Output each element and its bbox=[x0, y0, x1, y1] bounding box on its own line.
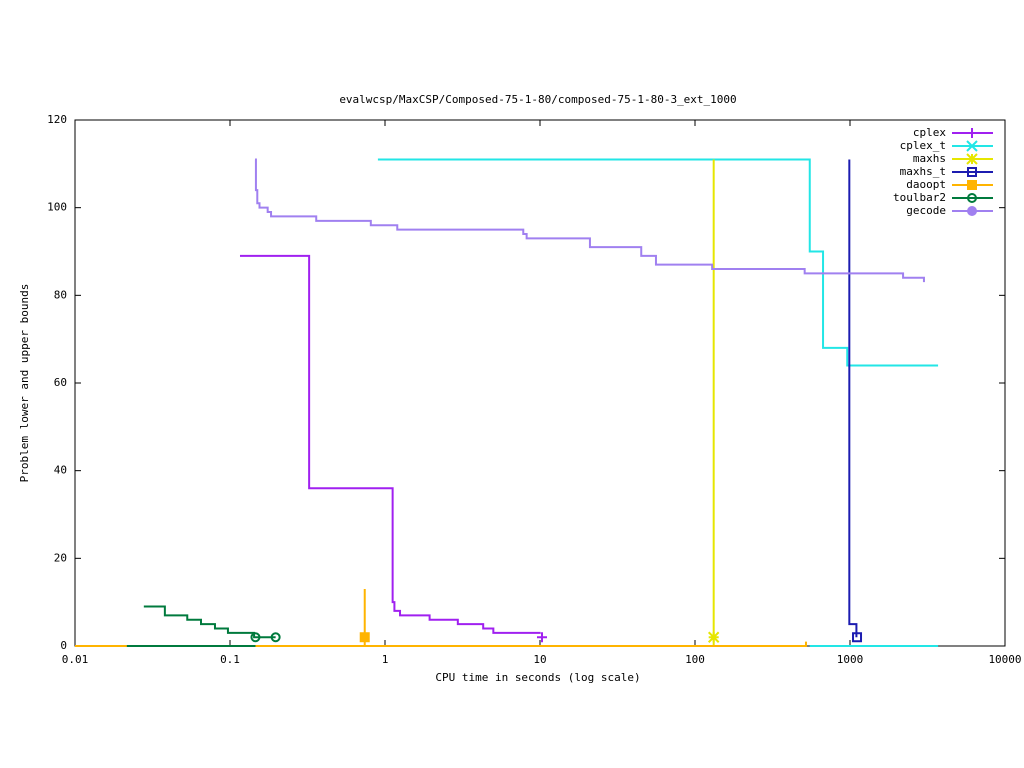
x-axis-label: CPU time in seconds (log scale) bbox=[435, 671, 640, 684]
legend-marker bbox=[967, 193, 977, 203]
plot-frame bbox=[74, 119, 1006, 647]
bound-line bbox=[75, 589, 807, 647]
chart-title: evalwcsp/MaxCSP/Composed-75-1-80/compose… bbox=[339, 93, 736, 106]
y-axis-label: Problem lower and upper bounds bbox=[18, 284, 31, 483]
legend-marker bbox=[967, 180, 977, 190]
bound-line bbox=[377, 158, 939, 367]
point-marker bbox=[852, 632, 863, 643]
legend-marker bbox=[966, 140, 978, 152]
x-tick-label: 0.1 bbox=[220, 653, 240, 666]
point-marker bbox=[250, 632, 261, 643]
legend-marker bbox=[967, 206, 977, 216]
y-tick-label: 20 bbox=[54, 551, 67, 564]
legend-label: cplex bbox=[913, 126, 946, 139]
point-marker bbox=[536, 632, 547, 643]
legend-marker bbox=[967, 167, 977, 177]
legend-label: maxhs_t bbox=[900, 165, 946, 178]
y-tick-label: 80 bbox=[54, 288, 67, 301]
point-marker bbox=[270, 632, 281, 643]
x-tick-label: 10000 bbox=[988, 653, 1021, 666]
legend-marker bbox=[967, 128, 977, 138]
x-tick-label: 0.01 bbox=[62, 653, 89, 666]
legend-label: toulbar2 bbox=[893, 191, 946, 204]
bound-line bbox=[239, 254, 541, 634]
legend-label: cplex_t bbox=[900, 139, 946, 152]
x-tick-label: 10 bbox=[533, 653, 546, 666]
x-tick-label: 1 bbox=[382, 653, 389, 666]
y-tick-label: 120 bbox=[47, 113, 67, 126]
x-tick-label: 100 bbox=[685, 653, 705, 666]
y-tick-label: 60 bbox=[54, 376, 67, 389]
bound-line bbox=[254, 158, 925, 283]
point-marker bbox=[359, 632, 370, 643]
y-tick-label: 100 bbox=[47, 201, 67, 214]
y-tick-label: 0 bbox=[60, 639, 67, 652]
legend-marker bbox=[966, 153, 978, 165]
y-tick-label: 40 bbox=[54, 464, 67, 477]
bound-line bbox=[848, 159, 858, 638]
x-tick-label: 1000 bbox=[837, 653, 864, 666]
bound-line bbox=[143, 605, 276, 639]
legend-label: maxhs bbox=[913, 152, 946, 165]
legend-label: gecode bbox=[906, 204, 946, 217]
point-marker bbox=[707, 631, 720, 643]
legend-label: daoopt bbox=[906, 178, 946, 191]
